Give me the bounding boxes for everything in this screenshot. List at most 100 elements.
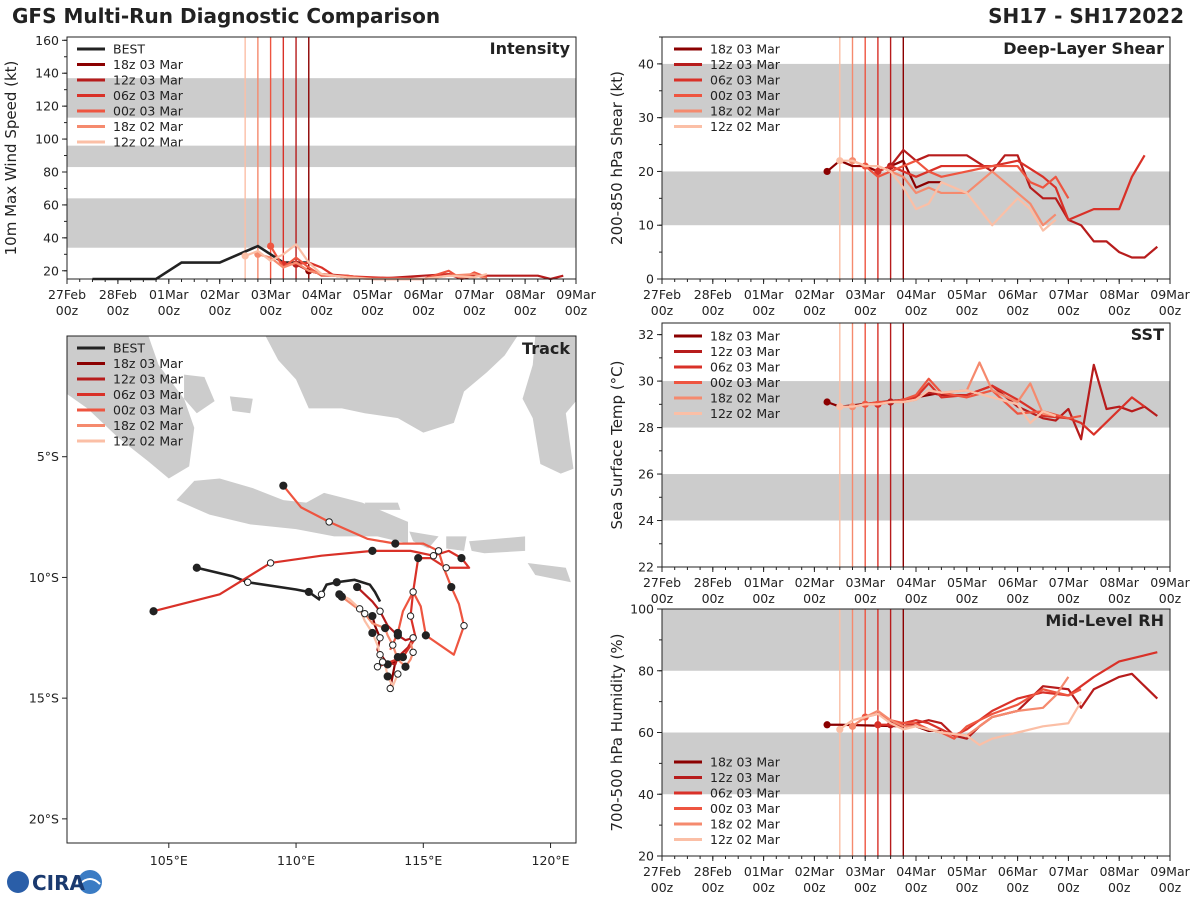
x-tick-label: 05Mar <box>947 864 987 879</box>
y-tick-label: 24 <box>638 513 654 528</box>
x-tick-sublabel: 00z <box>514 303 537 318</box>
x-tick-label: 06Mar <box>404 287 444 302</box>
logo-satellite-icon <box>78 870 102 894</box>
series-line <box>244 243 488 281</box>
y-tick-label: 20 <box>43 263 59 278</box>
track-marker <box>414 554 423 563</box>
y-tick-label: 10 <box>638 218 654 233</box>
x-tick-sublabel: 00z <box>158 303 181 318</box>
series-marker <box>836 403 844 411</box>
x-tick-label: 08Mar <box>1099 575 1139 590</box>
x-tick-sublabel: 00z <box>854 303 877 318</box>
x-tick-sublabel: 00z <box>752 303 775 318</box>
legend-label: 12z 02 Mar <box>113 135 184 150</box>
x-tick-sublabel: 00z <box>702 303 725 318</box>
y-tick-label: 100 <box>35 132 59 147</box>
track-marker <box>353 582 362 592</box>
x-tick-sublabel: 00z <box>565 303 588 318</box>
track-marker <box>355 605 364 613</box>
x-tick-label: 01Mar <box>744 287 784 302</box>
legend-label: 18z 03 Mar <box>710 755 781 770</box>
x-tick-label: 27Feb <box>643 864 681 879</box>
track-marker <box>368 546 377 555</box>
panel-title: Track <box>522 339 570 358</box>
page-title: GFS Multi-Run Diagnostic Comparison <box>12 4 441 28</box>
y-tick-label: 30 <box>638 110 654 125</box>
track-marker <box>279 481 288 490</box>
x-tick-label: 03Mar <box>845 864 885 879</box>
track-marker <box>373 663 382 671</box>
legend-label: BEST <box>113 341 145 356</box>
x-tick-sublabel: 00z <box>412 303 435 318</box>
x-tick-sublabel: 00z <box>1159 880 1182 895</box>
x-tick-sublabel: 00z <box>1108 880 1131 895</box>
track-marker <box>335 590 344 599</box>
x-tick-label: 27Feb <box>643 575 681 590</box>
x-tick-sublabel: 00z <box>854 880 877 895</box>
lon-tick-label: 105°E <box>150 853 188 868</box>
track-marker <box>434 547 443 555</box>
series-line <box>877 154 1146 221</box>
series-line <box>839 701 1083 746</box>
series-line <box>889 148 1159 259</box>
x-tick-sublabel: 00z <box>259 303 282 318</box>
track-marker <box>406 612 415 620</box>
x-tick-sublabel: 00z <box>463 303 486 318</box>
legend-label: 06z 03 Mar <box>710 73 781 88</box>
track-marker <box>409 634 417 642</box>
x-tick-sublabel: 00z <box>702 880 725 895</box>
x-tick-sublabel: 00z <box>361 303 384 318</box>
sumbawa-landmass <box>469 536 526 554</box>
lat-tick-label: 20°S <box>29 811 59 826</box>
x-tick-label: 02Mar <box>795 287 835 302</box>
x-tick-label: 07Mar <box>1049 575 1089 590</box>
x-tick-label: 08Mar <box>1099 287 1139 302</box>
x-tick-sublabel: 00z <box>651 880 674 895</box>
y-tick-label: 26 <box>638 467 654 482</box>
x-tick-sublabel: 00z <box>310 303 333 318</box>
x-tick-sublabel: 00z <box>1159 303 1182 318</box>
legend-label: 12z 03 Mar <box>710 57 781 72</box>
x-tick-label: 01Mar <box>149 287 189 302</box>
x-tick-sublabel: 00z <box>56 303 79 318</box>
x-tick-sublabel: 00z <box>752 591 775 606</box>
x-tick-sublabel: 00z <box>854 591 877 606</box>
panel-title: Deep-Layer Shear <box>1003 39 1164 58</box>
lat-tick-label: 5°S <box>37 449 59 464</box>
y-tick-label: 80 <box>43 164 59 179</box>
lon-tick-label: 120°E <box>532 853 570 868</box>
y-tick-label: 60 <box>43 197 59 212</box>
y-axis-label: 10m Max Wind Speed (kt) <box>2 61 20 256</box>
x-tick-sublabel: 00z <box>803 880 826 895</box>
track-marker <box>457 554 466 563</box>
track-marker <box>376 634 384 642</box>
x-tick-label: 08Mar <box>505 287 545 302</box>
x-tick-label: 09Mar <box>1150 287 1190 302</box>
legend-label: 12z 02 Mar <box>113 434 184 449</box>
y-tick-label: 40 <box>638 56 654 71</box>
track-marker <box>325 518 333 526</box>
x-tick-label: 07Mar <box>1049 864 1089 879</box>
threshold-band <box>662 609 1170 671</box>
sumba-landmass <box>527 562 571 583</box>
land-layer <box>67 336 576 583</box>
legend-label: 00z 03 Mar <box>710 375 781 390</box>
cira-logo: CIRA <box>7 870 102 895</box>
lombok-landmass <box>446 536 467 551</box>
shear-panel: 01020304027Feb00z28Feb00z01Mar00z02Mar00… <box>608 36 1191 318</box>
track-marker <box>149 607 158 616</box>
sst-panel: 22242628303227Feb00z28Feb00z01Mar00z02Ma… <box>608 322 1191 606</box>
y-tick-label: 80 <box>638 663 654 678</box>
intensity-panel: 2040608010012014016027Feb00z28Feb00z01Ma… <box>2 33 597 318</box>
legend-label: 12z 02 Mar <box>710 119 781 134</box>
x-tick-sublabel: 00z <box>905 591 928 606</box>
track-marker <box>447 582 456 592</box>
x-tick-label: 01Mar <box>744 575 784 590</box>
x-tick-sublabel: 00z <box>1057 880 1080 895</box>
track-marker <box>401 662 410 671</box>
track-marker <box>266 559 275 567</box>
series-marker <box>823 398 831 406</box>
y-axis-label: 700-500 hPa Humidity (%) <box>608 633 626 831</box>
y-tick-label: 22 <box>638 560 654 575</box>
sumatra-landmass <box>67 336 195 479</box>
